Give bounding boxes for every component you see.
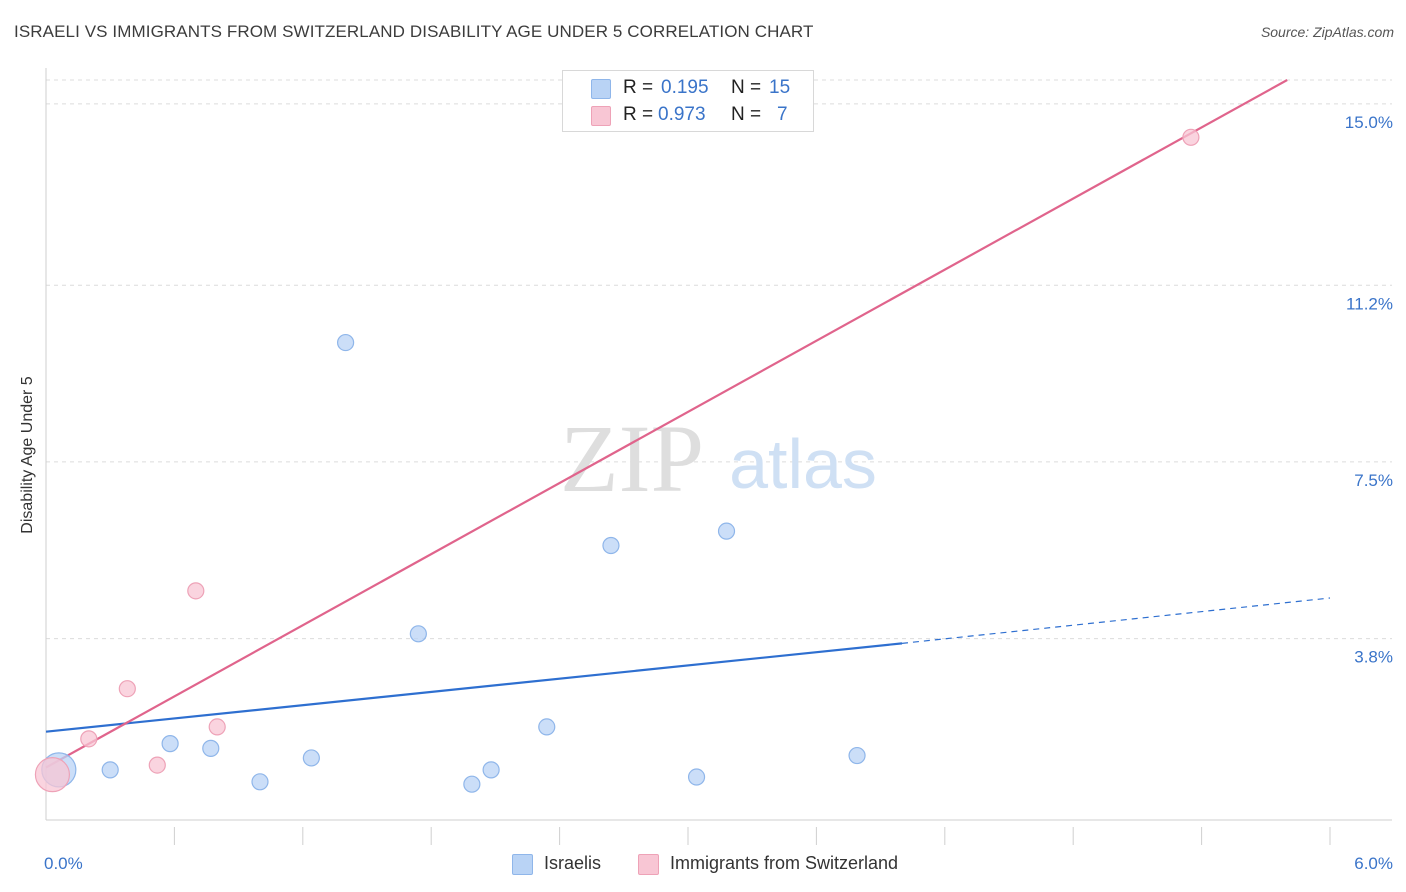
x-tick-label: 0.0%: [44, 854, 83, 873]
correlation-legend: R = 0.195 N = 15 R = 0.973 N = 7: [562, 70, 814, 132]
legend-r-value: 0.973: [658, 104, 706, 125]
legend-row-swiss: R = 0.973 N = 7: [563, 102, 813, 128]
point-swiss: [80, 730, 98, 748]
point-israelis: [202, 739, 220, 757]
x-tick-label: 6.0%: [1354, 854, 1393, 873]
legend-swatch-israelis: [591, 79, 611, 99]
series-swatch-swiss: [638, 854, 659, 875]
y-tick-label: 15.0%: [1345, 113, 1393, 132]
point-swiss: [187, 582, 205, 600]
series-swatch-israelis: [512, 854, 533, 875]
trend-line-israelis: [45, 642, 903, 733]
point-israelis: [302, 749, 320, 767]
point-israelis: [687, 768, 706, 786]
y-axis-title: Disability Age Under 5: [19, 376, 36, 534]
legend-n-label: N =: [731, 104, 762, 125]
legend-n-label: N =: [731, 77, 762, 98]
legend-n-value: 15: [769, 77, 791, 98]
trend-line-swiss: [45, 79, 1288, 769]
watermark: ZIP atlas: [560, 405, 877, 512]
legend-swatch-swiss: [591, 106, 611, 126]
point-israelis: [101, 761, 119, 779]
point-swiss: [148, 756, 166, 774]
legend-n-value: 7: [777, 104, 788, 125]
y-tick-label: 3.8%: [1354, 648, 1393, 667]
point-israelis: [161, 735, 179, 753]
series-label-israelis: Israelis: [544, 853, 602, 873]
legend-row-israelis: R = 0.195 N = 15: [563, 75, 813, 101]
axes: [45, 68, 1392, 845]
point-israelis: [717, 522, 736, 540]
chart-title: ISRAELI VS IMMIGRANTS FROM SWITZERLAND D…: [14, 22, 814, 41]
legend-r-value: 0.195: [661, 77, 709, 98]
series-label-swiss: Immigrants from Switzerland: [670, 853, 899, 873]
point-swiss: [208, 718, 226, 736]
legend-r-label: R =: [623, 77, 654, 98]
point-israelis: [463, 775, 481, 793]
y-tick-label: 7.5%: [1354, 471, 1393, 490]
point-israelis: [409, 625, 427, 643]
point-swiss: [118, 680, 136, 698]
source-label: Source: ZipAtlas.com: [1260, 24, 1394, 40]
point-israelis: [538, 718, 556, 736]
point-israelis: [251, 773, 269, 791]
point-swiss: [1182, 128, 1200, 146]
scatter-points: [34, 128, 1200, 793]
legend-r-label: R =: [623, 104, 654, 125]
point-israelis: [848, 746, 866, 765]
grid-lines: [46, 79, 1392, 640]
watermark-atlas: atlas: [729, 425, 877, 503]
y-tick-label: 11.2%: [1346, 294, 1393, 313]
point-swiss: [34, 757, 71, 793]
trend-lines: [45, 79, 1331, 769]
point-israelis: [482, 761, 500, 779]
trend-line-israelis-extension: [901, 597, 1331, 644]
point-israelis: [602, 536, 620, 555]
point-israelis: [337, 333, 355, 352]
tick-labels: 3.8% 7.5% 11.2% 15.0% 0.0% 6.0%: [44, 113, 1393, 873]
watermark-zip: ZIP: [560, 405, 704, 512]
